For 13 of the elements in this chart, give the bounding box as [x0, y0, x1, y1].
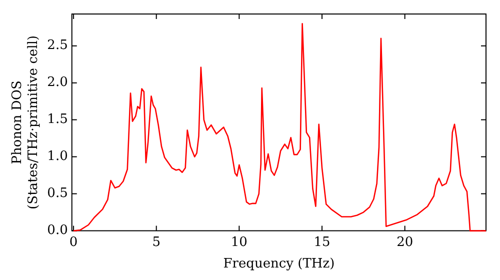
x-axis-title: Frequency (THz) [223, 256, 335, 272]
y-tick-label: 1.5 [47, 112, 68, 128]
x-tick-label: 20 [396, 234, 414, 250]
y-tick-label: 1.0 [47, 149, 68, 164]
y-tick-label: 2.5 [47, 38, 68, 54]
y-tick-label: 0.0 [47, 223, 68, 238]
y-tick-label: 2.0 [47, 75, 68, 90]
y-tick-label: 0.5 [47, 186, 68, 202]
y-axis-title: Phonon DOS (States/THz·primitive cell) [10, 35, 41, 210]
x-tick-label: 5 [152, 234, 160, 250]
x-tick-label: 0 [69, 234, 78, 250]
x-tick-label: 10 [230, 234, 248, 250]
x-tick-label: 15 [314, 234, 330, 250]
